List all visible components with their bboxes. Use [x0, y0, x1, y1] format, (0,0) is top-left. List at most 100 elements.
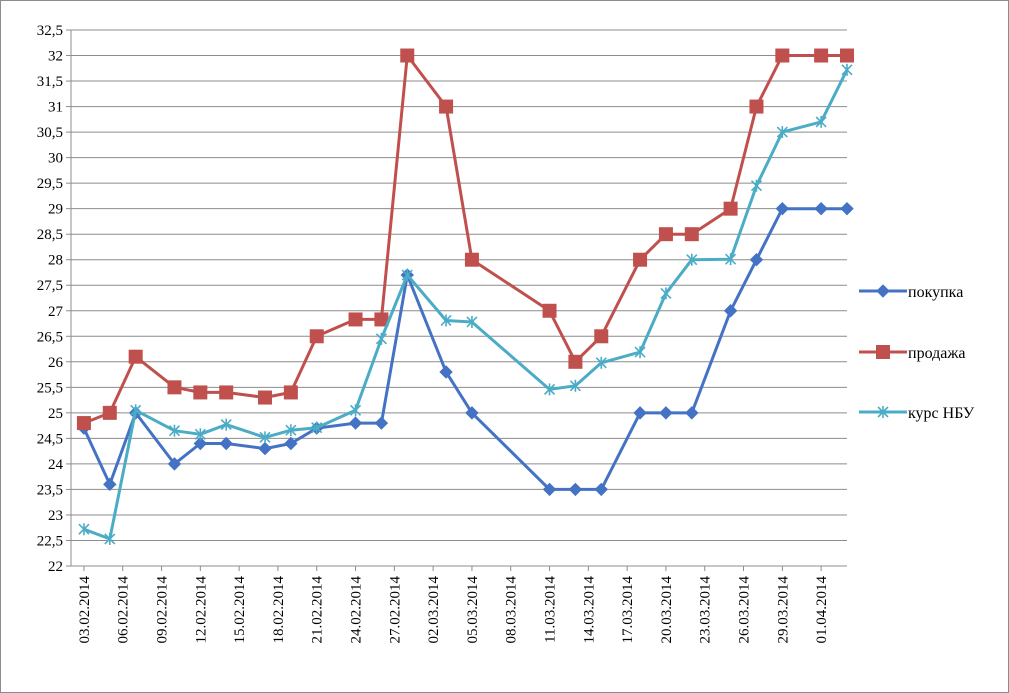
point-marker [569, 379, 581, 392]
y-tick-labels: 22 22,5 23 23,5 24 24,5 25 25,5 26 26,5 27 27,5 28 28… [37, 23, 64, 575]
legend-item-3: курс НБУ [859, 405, 975, 422]
point-marker [634, 346, 646, 359]
y-tick-label: 25 [48, 406, 63, 422]
point-marker [374, 416, 389, 430]
point-marker [686, 253, 698, 266]
x-tick-label: 11.03.2014 [543, 576, 559, 643]
point-marker [130, 404, 142, 417]
point-marker [440, 314, 452, 327]
point-marker [258, 441, 272, 456]
point-marker [220, 418, 232, 431]
x-tick-label: 26.03.2014 [737, 576, 753, 644]
point-marker [660, 287, 672, 300]
x-tick-label: 06.02.2014 [116, 576, 132, 644]
point-marker [814, 48, 829, 63]
x-tick-label: 14.03.2014 [581, 576, 597, 644]
point-marker [633, 406, 647, 420]
point-marker [167, 380, 182, 395]
point-marker [219, 436, 233, 451]
point-marker [167, 457, 182, 471]
point-marker [439, 365, 453, 379]
gridlines [71, 29, 847, 567]
point-marker [128, 349, 143, 364]
y-tick-label: 31 [48, 100, 63, 116]
point-marker [876, 284, 890, 298]
x-tick-label: 20.03.2014 [659, 576, 675, 644]
point-marker [749, 99, 764, 114]
point-marker [466, 315, 478, 328]
point-marker [841, 63, 853, 76]
y-tick-label: 28,5 [37, 227, 63, 243]
legend-item-2: продажа [859, 345, 966, 362]
point-marker [375, 332, 387, 345]
point-marker [775, 201, 790, 216]
point-marker [309, 329, 324, 344]
point-marker [348, 312, 363, 327]
point-marker [876, 345, 890, 359]
y-tick-label: 31,5 [37, 74, 63, 90]
point-marker [840, 201, 854, 216]
point-marker [594, 482, 608, 497]
point-marker [349, 404, 362, 417]
point-marker [168, 424, 181, 437]
y-tick-label: 32 [48, 49, 63, 65]
point-marker [464, 252, 479, 267]
y-tick-label: 23,5 [37, 482, 63, 498]
point-marker [685, 406, 699, 420]
point-marker [401, 269, 413, 282]
point-marker [258, 390, 272, 405]
series-3 [78, 63, 853, 545]
point-marker [102, 405, 117, 420]
x-tick-label: 18.02.2014 [271, 576, 287, 644]
x-tick-label: 21.02.2014 [310, 576, 326, 644]
point-marker [103, 477, 117, 492]
x-tick-label: 02.03.2014 [426, 576, 442, 644]
point-marker [750, 179, 763, 192]
point-marker [723, 304, 738, 318]
x-tick-label: 01.04.2014 [814, 576, 830, 644]
y-tick-label: 29,5 [37, 176, 63, 192]
y-tick-label: 32,5 [37, 23, 63, 39]
point-marker [284, 436, 298, 451]
point-marker [76, 416, 91, 431]
point-marker [725, 253, 737, 266]
point-marker [193, 385, 208, 400]
point-marker [283, 385, 298, 400]
point-marker [542, 303, 557, 318]
x-tick-label: 27.02.2014 [387, 576, 403, 644]
point-marker [594, 329, 609, 344]
series-line [83, 54, 847, 425]
point-marker [723, 201, 738, 216]
point-marker [439, 99, 454, 114]
y-tick-label: 24 [48, 457, 64, 473]
x-tick-labels: 03.02.2014 06.02.2014 09.02.2014 12.02.2014… [77, 576, 830, 644]
point-marker [568, 482, 583, 497]
point-marker [775, 48, 790, 63]
point-marker [659, 406, 673, 420]
x-tick-label: 12.02.2014 [193, 576, 209, 644]
y-tick-label: 25,5 [37, 380, 63, 396]
point-marker [542, 482, 557, 497]
y-tick-label: 27,5 [37, 278, 63, 294]
point-marker [814, 201, 828, 216]
legend-item-1: покупка [859, 284, 963, 301]
y-tick-label: 26 [48, 355, 64, 371]
point-marker [194, 428, 206, 441]
y-tick-label: 22 [48, 559, 63, 575]
x-tick-label: 05.03.2014 [465, 576, 481, 644]
point-marker [684, 227, 699, 242]
point-marker [400, 48, 415, 63]
point-marker [259, 431, 271, 444]
point-marker [776, 126, 788, 139]
point-marker [658, 227, 673, 242]
x-tick-label: 15.02.2014 [232, 576, 248, 644]
y-tick-label: 23 [48, 508, 63, 524]
axes [66, 29, 847, 571]
legend-label: курс НБУ [908, 405, 975, 422]
y-tick-label: 27 [48, 304, 64, 320]
point-marker [348, 416, 363, 430]
x-tick-label: 17.03.2014 [620, 576, 636, 644]
point-marker [104, 532, 116, 545]
x-tick-label: 09.02.2014 [155, 576, 171, 644]
